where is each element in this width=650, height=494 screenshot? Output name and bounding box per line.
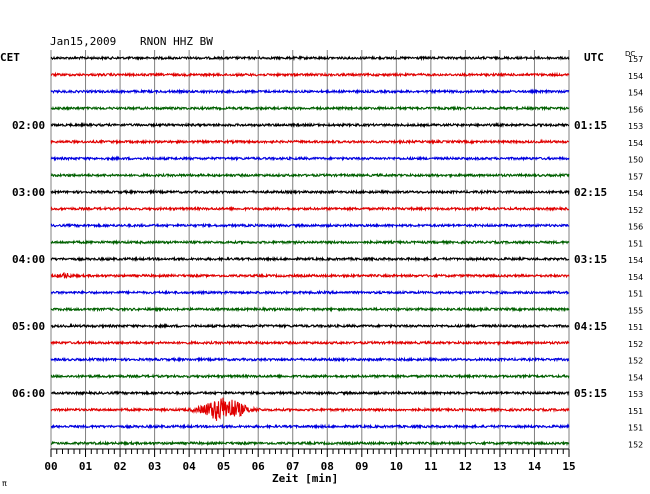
trace-row-1 bbox=[50, 71, 570, 78]
x-tick-label: 05 bbox=[217, 460, 230, 473]
dc-offset-label: 151 bbox=[628, 424, 643, 433]
trace-row-9 bbox=[50, 205, 570, 213]
x-tick-label: 02 bbox=[113, 460, 126, 473]
dc-offset-label: 150 bbox=[628, 156, 643, 165]
trace-row-20 bbox=[50, 389, 570, 397]
trace-row-21 bbox=[50, 397, 570, 421]
trace-row-23 bbox=[50, 440, 570, 447]
dc-column-label: DC bbox=[625, 50, 635, 58]
left-time-label: 02:00 bbox=[12, 119, 45, 132]
left-time-labels: 02:00 03:00 04:00 05:00 06:00 bbox=[12, 119, 45, 400]
x-tick-label: 06 bbox=[252, 460, 266, 473]
right-time-label: 02:15 bbox=[574, 186, 607, 199]
dc-offset-label: 153 bbox=[628, 390, 643, 399]
dc-offset-label: 154 bbox=[628, 89, 643, 98]
left-time-label: 06:00 bbox=[12, 387, 45, 400]
trace-row-5 bbox=[50, 138, 570, 145]
dc-offset-label: 156 bbox=[628, 105, 643, 114]
trace-row-11 bbox=[50, 239, 570, 246]
dc-offset-label: 152 bbox=[628, 357, 643, 366]
x-tick-label: 07 bbox=[286, 460, 299, 473]
trace-row-6 bbox=[50, 155, 570, 162]
trace-row-10 bbox=[50, 222, 570, 229]
trace-row-4 bbox=[50, 121, 570, 129]
dc-offset-label: 154 bbox=[628, 72, 643, 81]
dc-offset-label: 154 bbox=[628, 256, 643, 265]
x-tick-label: 03 bbox=[148, 460, 161, 473]
left-timezone-label: CET bbox=[0, 51, 20, 64]
x-tick-label: 01 bbox=[79, 460, 93, 473]
dc-offset-label: 157 bbox=[628, 55, 643, 64]
x-tick-label: 11 bbox=[424, 460, 438, 473]
trace-row-17 bbox=[50, 339, 570, 346]
dc-offset-label: 154 bbox=[628, 189, 643, 198]
date-label: Jan15,2009 bbox=[50, 35, 116, 48]
seismic-traces bbox=[50, 54, 570, 447]
trace-row-8 bbox=[50, 188, 570, 196]
left-time-label: 05:00 bbox=[12, 320, 45, 333]
x-axis: 00 01 02 03 04 05 06 07 08 09 10 11 12 13 14 15 bbox=[44, 448, 576, 473]
dc-offset-label: 154 bbox=[628, 139, 643, 148]
left-time-label: 03:00 bbox=[12, 186, 45, 199]
dc-offset-label: 152 bbox=[628, 206, 643, 215]
trace-row-22 bbox=[50, 423, 570, 430]
corner-mark: π bbox=[2, 479, 7, 488]
dc-offset-label: 155 bbox=[628, 306, 643, 315]
trace-row-15 bbox=[50, 306, 570, 313]
trace-row-0 bbox=[50, 54, 570, 62]
dc-offset-label: 151 bbox=[628, 290, 643, 299]
right-timezone-label: UTC bbox=[584, 51, 604, 64]
dc-offset-label: 151 bbox=[628, 323, 643, 332]
x-tick-label: 10 bbox=[390, 460, 403, 473]
dc-offset-labels: 157 154 154 156 153 154 150 157 154 152 156 151 154 1… bbox=[628, 55, 643, 449]
trace-row-16 bbox=[50, 322, 570, 330]
right-time-label: 05:15 bbox=[574, 387, 607, 400]
right-time-label: 04:15 bbox=[574, 320, 607, 333]
trace-row-3 bbox=[50, 105, 570, 112]
dc-offset-label: 151 bbox=[628, 239, 643, 248]
dc-offset-label: 151 bbox=[628, 407, 643, 416]
x-tick-label: 09 bbox=[355, 460, 368, 473]
right-time-labels: 01:15 02:15 03:15 04:15 05:15 bbox=[574, 119, 607, 400]
trace-row-14 bbox=[51, 289, 570, 296]
dc-offset-label: 152 bbox=[628, 440, 643, 449]
trace-row-7 bbox=[50, 172, 570, 179]
dc-offset-label: 154 bbox=[628, 273, 643, 282]
dc-offset-label: 153 bbox=[628, 122, 643, 131]
right-time-label: 03:15 bbox=[574, 253, 607, 266]
x-tick-label: 14 bbox=[528, 460, 542, 473]
dc-offset-label: 152 bbox=[628, 340, 643, 349]
station-label: RNON HHZ BW bbox=[140, 35, 213, 48]
x-axis-title: Zeit [min] bbox=[272, 472, 338, 485]
trace-row-12 bbox=[50, 255, 570, 263]
x-tick-label: 12 bbox=[459, 460, 472, 473]
x-tick-label: 13 bbox=[493, 460, 506, 473]
dc-offset-label: 154 bbox=[628, 373, 643, 382]
trace-row-13 bbox=[50, 272, 570, 280]
x-tick-label: 08 bbox=[321, 460, 334, 473]
dc-offset-label: 157 bbox=[628, 172, 643, 181]
x-tick-label: 15 bbox=[562, 460, 575, 473]
trace-row-19 bbox=[50, 373, 570, 380]
left-time-label: 04:00 bbox=[12, 253, 45, 266]
right-time-label: 01:15 bbox=[574, 119, 607, 132]
minute-gridlines bbox=[50, 50, 570, 449]
trace-row-2 bbox=[50, 88, 570, 95]
x-tick-label: 00 bbox=[44, 460, 57, 473]
dc-offset-label: 156 bbox=[628, 223, 643, 232]
x-tick-label: 04 bbox=[183, 460, 197, 473]
trace-row-18 bbox=[50, 356, 570, 363]
